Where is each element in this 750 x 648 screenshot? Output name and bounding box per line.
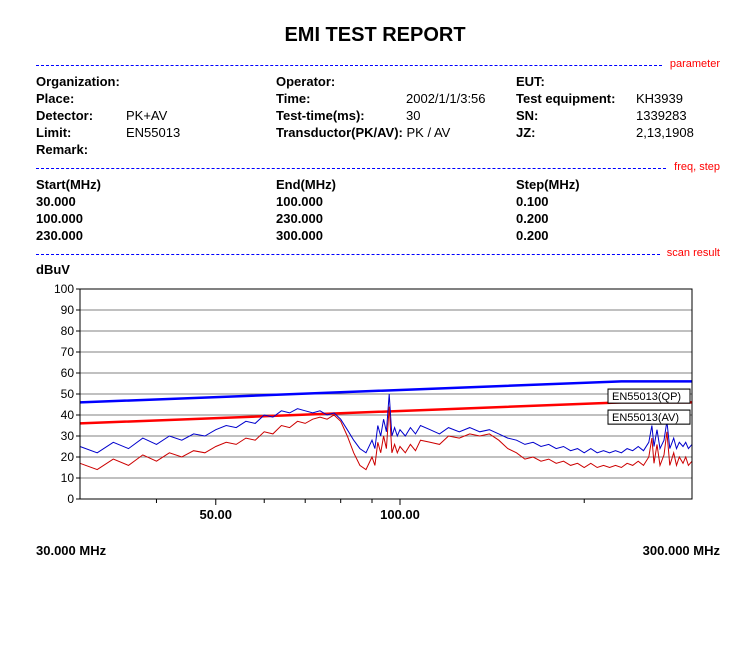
hdr-start: Start(MHz) [36,176,276,193]
lbl-testtime: Test-time(ms): [276,107,406,124]
report-title: EMI TEST REPORT [0,0,750,59]
rule-scan: scan result [36,248,720,260]
svg-text:80: 80 [61,324,75,338]
x-start-label: 30.000 MHz [36,543,106,558]
lbl-sn: SN: [516,107,636,124]
lbl-operator: Operator: [276,73,406,90]
svg-text:EN55013(AV): EN55013(AV) [612,412,679,424]
hdr-step: Step(MHz) [516,176,720,193]
lbl-eut: EUT: [516,73,636,90]
svg-text:10: 10 [61,471,75,485]
svg-text:0: 0 [67,492,74,506]
svg-text:50.00: 50.00 [199,507,232,522]
val-testtime: 30 [406,107,516,124]
svg-text:100.00: 100.00 [380,507,420,522]
val-sn: 1339283 [636,107,720,124]
svg-text:60: 60 [61,366,75,380]
svg-text:70: 70 [61,345,75,359]
val-operator [406,73,516,90]
freqstep-block: Start(MHz) End(MHz) Step(MHz) 30.000 100… [36,176,720,244]
freqstep-row: 30.000 100.000 0.100 [36,193,720,210]
chart-y-unit: dBuV [36,262,720,277]
hdr-end: End(MHz) [276,176,516,193]
lbl-transductor: Transductor(PK/AV): PK / AV [276,124,516,141]
svg-text:40: 40 [61,408,75,422]
rule-freqstep: freq, step [36,162,720,174]
emi-report-page: { "title": "EMI TEST REPORT", "colors": … [0,0,750,648]
freqstep-row: 230.000 300.000 0.200 [36,227,720,244]
lbl-equipment: Test equipment: [516,90,636,107]
lbl-organization: Organization: [36,73,126,90]
svg-text:20: 20 [61,450,75,464]
val-detector: PK+AV [126,107,276,124]
val-organization [126,73,276,90]
svg-text:90: 90 [61,303,75,317]
svg-text:100: 100 [54,282,74,296]
rule-tag-parameter: parameter [666,58,720,70]
chart-area: dBuV 0 10 20 30 40 50 60 70 80 90 100 50.00 100.00 EN… [36,262,720,558]
rule-tag-freqstep: freq, step [670,161,720,173]
val-eut [636,73,720,90]
lbl-jz: JZ: [516,124,636,141]
svg-text:EN55013(QP): EN55013(QP) [612,391,681,403]
emi-chart: 0 10 20 30 40 50 60 70 80 90 100 50.00 100.00 EN55013… [36,281,720,541]
rule-tag-scan: scan result [663,247,720,259]
val-limit: EN55013 [126,124,276,141]
lbl-limit: Limit: [36,124,126,141]
freqstep-row: 100.000 230.000 0.200 [36,210,720,227]
val-remark [126,141,720,158]
lbl-time: Time: [276,90,406,107]
lbl-remark: Remark: [36,141,126,158]
rule-parameter: parameter [36,59,720,71]
val-place [126,90,276,107]
svg-text:50: 50 [61,387,75,401]
x-end-label: 300.000 MHz [643,543,720,558]
lbl-place: Place: [36,90,126,107]
svg-text:30: 30 [61,429,75,443]
parameter-block: Organization: Operator: EUT: Place: Time… [36,73,720,158]
lbl-detector: Detector: [36,107,126,124]
val-equipment: KH3939 [636,90,720,107]
val-jz: 2,13,1908 [636,124,720,141]
val-time: 2002/1/1/3:56 [406,90,516,107]
